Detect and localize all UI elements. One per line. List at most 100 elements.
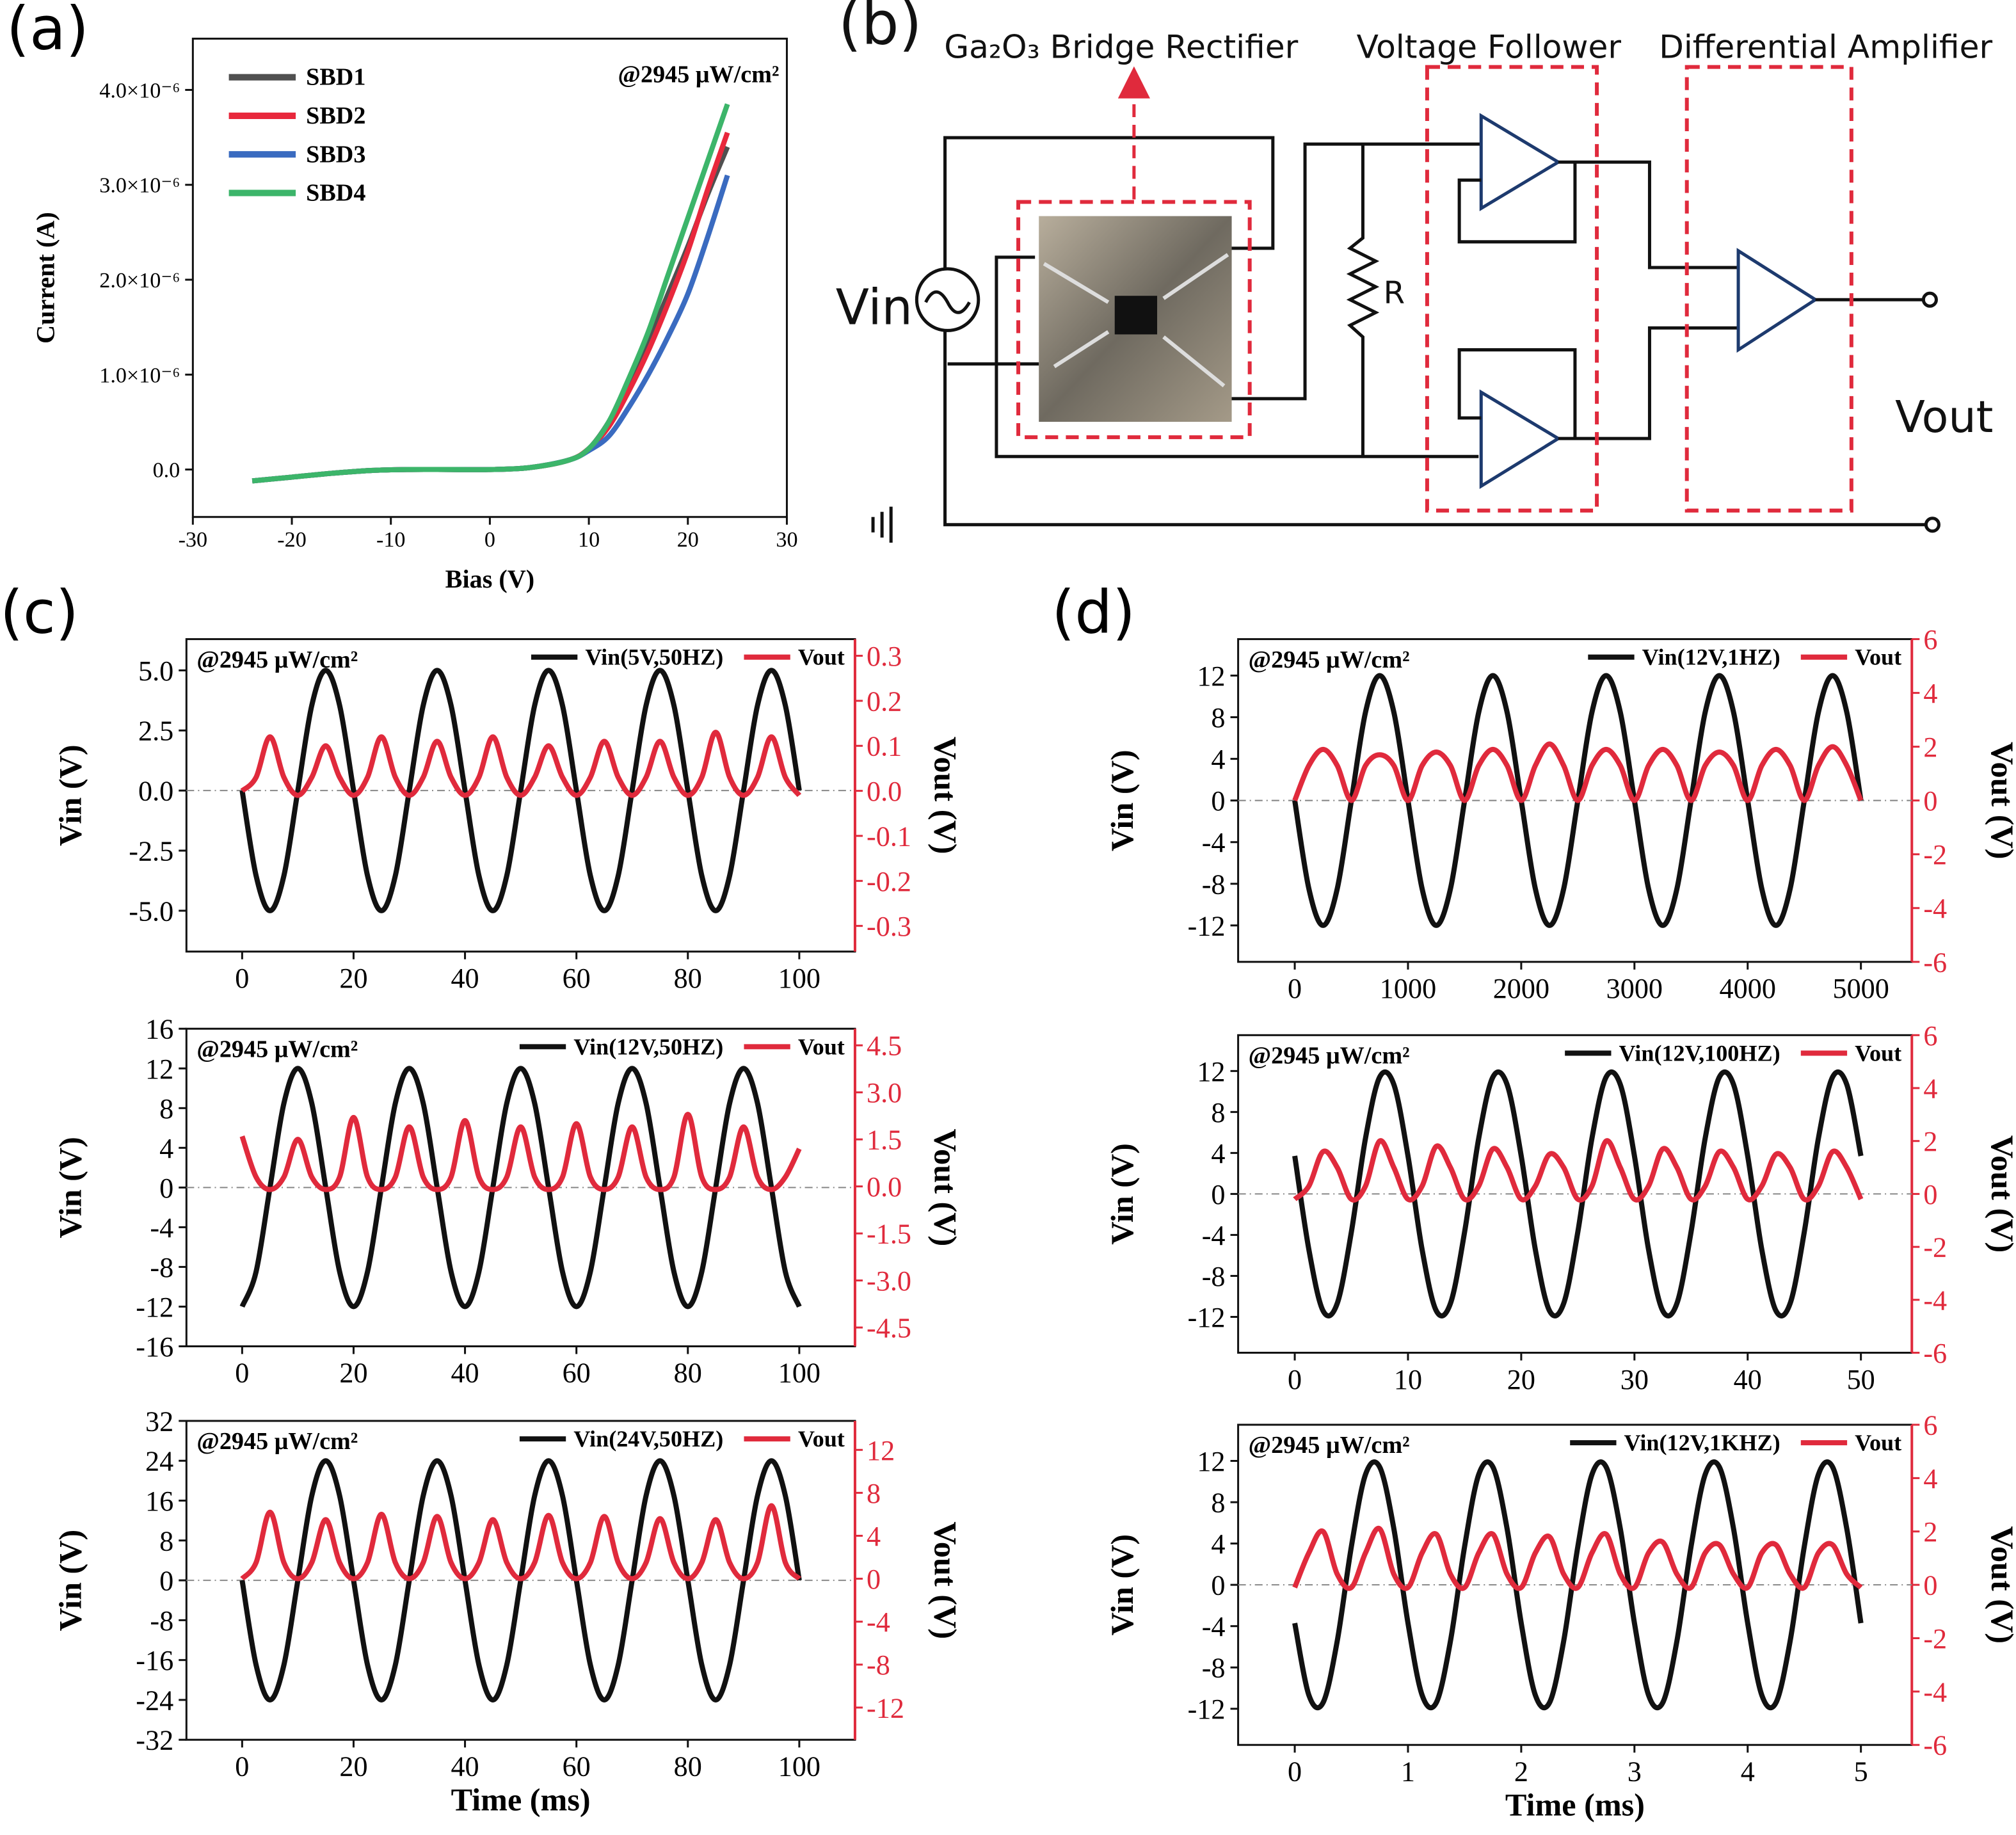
- x-tick-label: 1000: [1380, 973, 1436, 1004]
- y-tick-label: 8: [159, 1525, 173, 1557]
- terminal: [1921, 291, 1938, 308]
- legend-label: Vin(12V,1KHZ): [1624, 1430, 1780, 1455]
- output-label: Vout: [1895, 392, 1993, 443]
- device-chip: [1114, 296, 1158, 335]
- y-tick-label: -12: [1188, 1302, 1226, 1333]
- y-axis-label: Vin (V): [52, 1137, 88, 1238]
- x-tick-label: 3: [1628, 1756, 1642, 1787]
- x-tick-label: 5: [1854, 1756, 1868, 1787]
- data-line: [1292, 1525, 1863, 1591]
- chart: (a) -30 -20 -10 0 10 20 30 0.0 1.0×10⁻⁶ 2.0×10⁻⁶ 3.…: [6, 0, 797, 593]
- y-tick-label: -8: [150, 1605, 173, 1637]
- x-tick-label: 20: [339, 1358, 367, 1389]
- x-tick-label: 0: [235, 1751, 249, 1782]
- y-tick-label: 32: [145, 1406, 173, 1437]
- y-tick-label: 8: [1211, 702, 1225, 733]
- x-tick-label: 40: [451, 1358, 479, 1389]
- annotation: @2945 μW/cm²: [196, 1428, 358, 1455]
- y2-tick-label: 2: [1923, 1126, 1937, 1157]
- x-tick-label: 5000: [1832, 973, 1889, 1004]
- y2-tick-label: -4.5: [867, 1313, 911, 1344]
- y-tick-label: 8: [1211, 1487, 1225, 1519]
- y-tick-label: 0.0: [153, 459, 180, 483]
- y-tick-label: 12: [145, 1054, 173, 1085]
- y2-tick-label: 0.3: [867, 641, 902, 672]
- x-tick-label: 0: [235, 1358, 249, 1389]
- block-label: Ga₂O₃ Bridge Rectifier: [944, 28, 1298, 66]
- x-axis-label: Bias (V): [445, 565, 534, 593]
- x-tick-label: 40: [451, 963, 479, 994]
- y2-tick-label: -2: [1923, 839, 1947, 870]
- op-amp: [1479, 113, 1562, 212]
- y2-axis-label: Vout (V): [927, 1521, 963, 1639]
- x-tick-label: 60: [563, 1358, 591, 1389]
- x-tick-label: 10: [1394, 1364, 1422, 1395]
- y2-tick-label: -12: [867, 1692, 904, 1724]
- y-tick-label: 4.0×10⁻⁶: [99, 79, 180, 102]
- y2-tick-label: 4: [1923, 678, 1937, 709]
- y2-tick-label: -2: [1923, 1623, 1947, 1655]
- y-tick-label: -16: [136, 1645, 173, 1676]
- y-tick-label: -12: [1188, 1694, 1226, 1725]
- legend-label: Vout: [798, 1034, 845, 1059]
- data-line: [1292, 741, 1864, 803]
- y2-tick-label: 4: [1923, 1463, 1937, 1494]
- x-tick-label: 20: [1507, 1364, 1535, 1395]
- x-tick-label: 20: [677, 528, 699, 552]
- x-tick-label: 50: [1847, 1364, 1875, 1395]
- y2-tick-label: -4: [1923, 1676, 1947, 1708]
- wire: [943, 136, 1275, 269]
- y-axis-label: Vin (V): [1104, 749, 1140, 851]
- x-tick-label: 80: [674, 1358, 702, 1389]
- y2-tick-label: -1.5: [867, 1219, 911, 1250]
- probe-needles: [1043, 253, 1229, 388]
- x-tick-label: 0: [235, 963, 249, 994]
- data-line: [240, 730, 802, 798]
- plot-frame: [191, 37, 788, 518]
- ac-symbol: [924, 290, 971, 314]
- y-tick-label: 8: [1211, 1097, 1225, 1128]
- x-tick-label: 40: [1734, 1364, 1762, 1395]
- y2-tick-label: 6: [1923, 1409, 1937, 1441]
- ground: [871, 506, 893, 543]
- y-tick-label: -8: [1202, 1653, 1226, 1684]
- y2-tick-label: 0.1: [867, 731, 902, 762]
- y2-tick-label: 1.5: [867, 1125, 902, 1156]
- y2-tick-label: -6: [1923, 1730, 1947, 1761]
- x-tick-label: 60: [563, 963, 591, 994]
- y-tick-label: 16: [145, 1486, 173, 1517]
- wire: [1457, 162, 1577, 244]
- y-tick-label: 0.0: [138, 776, 173, 807]
- data-line: [239, 1111, 802, 1192]
- chart: (c) 0 20 40 60 80 100 5.0 2.5 0.0 -2.5 -5.0 0.3 0.2 0.…: [0, 578, 963, 994]
- circuit-diagram: (b) Ga₂O₃ Bridge Rectifier Voltage Follo…: [836, 0, 1993, 543]
- y-tick-label: 4: [159, 1133, 173, 1164]
- data-line: [1292, 1069, 1864, 1318]
- y2-tick-label: 8: [867, 1478, 881, 1509]
- legend-label: SBD4: [306, 180, 365, 207]
- y2-tick-label: 0.2: [867, 685, 902, 717]
- y2-tick-label: -4: [867, 1607, 890, 1638]
- terminal: [1924, 517, 1940, 533]
- y2-axis-label: Vout (V): [1985, 1135, 2016, 1253]
- data-line: [239, 668, 802, 913]
- legend-label: Vin(12V,100HZ): [1619, 1040, 1780, 1066]
- op-amp: [1736, 248, 1819, 353]
- y-tick-label: 12: [1197, 661, 1225, 692]
- y2-tick-label: 6: [1923, 1020, 1937, 1052]
- panel-label: (b): [838, 0, 922, 58]
- x-tick-label: 2000: [1493, 973, 1549, 1004]
- wire: [1457, 348, 1577, 439]
- resistor: [1346, 144, 1380, 457]
- x-tick-label: -30: [179, 528, 208, 552]
- y-tick-label: -8: [150, 1252, 173, 1283]
- y2-tick-label: 4.5: [867, 1030, 902, 1062]
- y-tick-label: 0: [1211, 785, 1225, 817]
- y2-tick-label: 0: [1923, 785, 1937, 817]
- x-tick-label: 20: [339, 1751, 367, 1782]
- y-tick-label: 4: [1211, 1138, 1225, 1169]
- y-tick-label: 12: [1197, 1446, 1225, 1477]
- y2-tick-label: -0.3: [867, 911, 911, 942]
